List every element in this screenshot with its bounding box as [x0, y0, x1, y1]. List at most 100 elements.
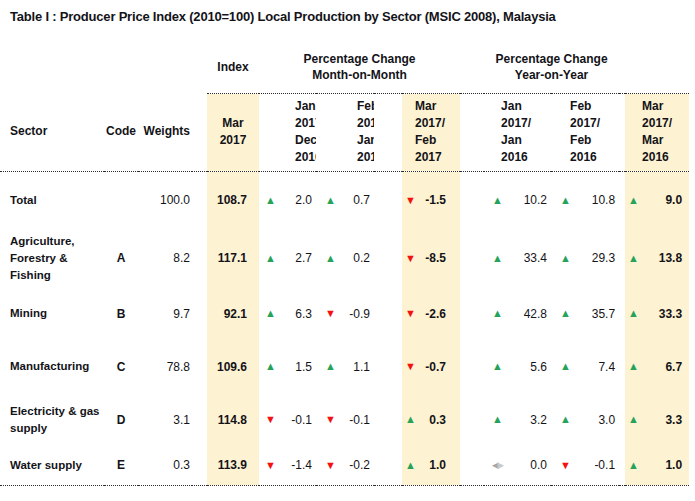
- change-value: 2.7: [295, 251, 312, 265]
- group-header-row: Index Percentage Change Month-on-Month P…: [0, 41, 689, 93]
- mom-change-cell: ▲6.3: [259, 287, 316, 340]
- yoy-change-cell: ▲ 10.8: [551, 171, 619, 229]
- column-spacer: [460, 171, 484, 229]
- table-title: Table I : Producer Price Index (2010=100…: [0, 8, 695, 26]
- table-row-water: Water supply E 0.3 113.9 ▼-1.4 ▼-0.2 ▲1.…: [0, 446, 689, 485]
- mom-change-cell: ▼-8.5: [402, 229, 460, 287]
- up-arrow-icon: ▲: [492, 308, 503, 319]
- column-spacer: [192, 229, 207, 287]
- change-value: 1.5: [295, 360, 312, 374]
- mom-change-cell: ▼-2.6: [402, 287, 460, 340]
- column-spacer: [374, 446, 402, 485]
- mom-period-header-mar: Mar 2017/ Feb 2017: [402, 93, 460, 171]
- mom-change-cell: ▲1.1: [316, 340, 374, 393]
- sector-label: Electricity & gas supply: [0, 393, 104, 446]
- column-spacer: [460, 393, 484, 446]
- yoy-change-cell: ▲33.4: [484, 229, 551, 287]
- up-arrow-icon: ▲: [325, 253, 336, 264]
- column-spacer: [460, 446, 484, 485]
- change-value: 10.8: [592, 193, 615, 207]
- yoy-change-cell: ▲10.2: [484, 171, 551, 229]
- weights-value: 8.2: [138, 229, 192, 287]
- change-value: 0.3: [429, 413, 446, 427]
- change-value: 2.0: [295, 193, 312, 207]
- mom-change-cell: ▼-1.5: [402, 171, 460, 229]
- mom-change-cell: ▲ 0.3: [402, 393, 460, 446]
- up-arrow-icon: ▲: [628, 460, 639, 471]
- change-value: 3.0: [598, 413, 615, 427]
- up-arrow-icon: ▲: [325, 195, 336, 206]
- mom-period-header-jan: Jan 2017/ Dec 2016: [259, 93, 316, 171]
- column-spacer: [192, 93, 207, 171]
- index-value: 117.1: [207, 229, 259, 287]
- weights-value: 78.8: [138, 340, 192, 393]
- change-value: 0.7: [353, 193, 370, 207]
- sector-label: Mining: [0, 287, 104, 340]
- change-value: 1.0: [665, 458, 682, 472]
- change-value: 33.4: [524, 251, 547, 265]
- yoy-change-cell: ▲3.2: [484, 393, 551, 446]
- sector-column-header: Sector: [0, 93, 104, 171]
- column-spacer: [374, 287, 402, 340]
- up-arrow-icon: ▲: [492, 195, 503, 206]
- up-arrow-icon: ▲: [560, 361, 571, 372]
- yoy-change-cell: ▲3.3: [625, 393, 689, 446]
- change-value: 13.8: [659, 251, 682, 265]
- yoy-period-header-feb: Feb 2017/ Feb 2016: [551, 93, 619, 171]
- yoy-change-cell: ▲ 13.8: [625, 229, 689, 287]
- weights-value: 0.3: [138, 446, 192, 485]
- mom-change-cell: ▼-0.1: [316, 393, 374, 446]
- table-row-manufacturing: Manufacturing C 78.8 109.6 ▲1.5 ▲1.1 ▼-0…: [0, 340, 689, 393]
- code-column-header: Code: [104, 93, 138, 171]
- change-value: 5.6: [530, 360, 547, 374]
- change-value: 0.0: [530, 458, 547, 472]
- change-value: 7.4: [598, 360, 615, 374]
- change-value: 42.8: [524, 307, 547, 321]
- column-spacer: [192, 446, 207, 485]
- up-arrow-icon: ▲: [265, 361, 276, 372]
- mom-change-cell: ▲ 1.5: [259, 340, 316, 393]
- table-row-total: Total 100.0 108.7 ▲2.0 ▲0.7 ▼-1.5 ▲10.2 …: [0, 171, 689, 229]
- column-spacer: [460, 287, 484, 340]
- yoy-change-cell: ▲ 1.0: [625, 446, 689, 485]
- table-row-electricity: Electricity & gas supply D 3.1 114.8 ▼-0…: [0, 393, 689, 446]
- up-arrow-icon: ▲: [628, 414, 639, 425]
- change-value: 6.7: [665, 360, 682, 374]
- up-arrow-icon: ▲: [492, 414, 503, 425]
- up-arrow-icon: ▲: [560, 195, 571, 206]
- column-spacer: [374, 229, 402, 287]
- down-arrow-icon: ▼: [265, 414, 276, 425]
- table-row-mining: Mining B 9.7 92.1 ▲6.3 ▼-0.9 ▼-2.6 ▲42.8…: [0, 287, 689, 340]
- index-value: 109.6: [207, 340, 259, 393]
- column-spacer: [192, 171, 207, 229]
- sector-label: Water supply: [0, 446, 104, 485]
- mom-change-cell: ▲2.0: [259, 171, 316, 229]
- column-spacer: [460, 229, 484, 287]
- change-value: -0.2: [349, 458, 370, 472]
- up-arrow-icon: ▲: [628, 253, 639, 264]
- group-header-spacer: [619, 41, 689, 93]
- change-value: -8.5: [425, 251, 446, 265]
- change-value: -0.1: [594, 458, 615, 472]
- up-arrow-icon: ▲: [628, 195, 639, 206]
- weights-value: 9.7: [138, 287, 192, 340]
- up-arrow-icon: ▲: [405, 414, 416, 425]
- column-header-row: Sector Code Weights Mar 2017 Jan 2017/ D…: [0, 93, 689, 171]
- down-arrow-icon: ▼: [325, 414, 336, 425]
- yoy-change-cell: ▲33.3: [625, 287, 689, 340]
- yoy-change-cell: ◀▶0.0: [484, 446, 551, 485]
- up-arrow-icon: ▲: [560, 308, 571, 319]
- group-header-spacer: [0, 41, 207, 93]
- yoy-change-cell: ▼-0.1: [551, 446, 619, 485]
- mom-change-cell: ▼-0.1: [259, 393, 316, 446]
- down-arrow-icon: ▼: [405, 195, 416, 206]
- weights-value: 100.0: [138, 171, 192, 229]
- ppi-table: Index Percentage Change Month-on-Month P…: [0, 41, 689, 486]
- yoy-group-header: Percentage Change Year-on-Year: [484, 41, 619, 93]
- sector-label: Manufacturing: [0, 340, 104, 393]
- down-arrow-icon: ▼: [325, 308, 336, 319]
- up-arrow-icon: ▲: [265, 308, 276, 319]
- mom-change-cell: ▲1.0: [402, 446, 460, 485]
- code-value: [104, 171, 138, 229]
- change-value: 35.7: [592, 307, 615, 321]
